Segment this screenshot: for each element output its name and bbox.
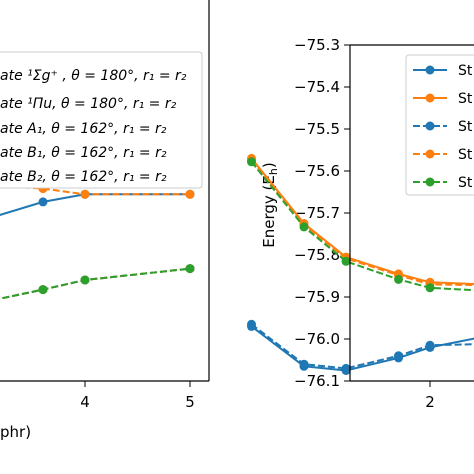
left-series-line-3 — [0, 267, 191, 300]
right-series-4-point-1 — [299, 222, 309, 232]
left-series-4-point-4 — [185, 264, 195, 274]
left-series-4-point-2 — [38, 285, 48, 295]
right-legend: St St St St St — [405, 54, 474, 196]
right-legend-entry-4: St — [458, 175, 473, 191]
right-y-tick-label-2: −75.5 — [294, 120, 340, 138]
right-series-line-1 — [250, 323, 474, 370]
right-legend-handle-marker-0 — [425, 65, 435, 75]
right-series-1-point-0 — [247, 319, 256, 329]
left-series-1-point-4 — [185, 189, 195, 199]
right-x-ticks: 2 — [425, 381, 435, 411]
left-series-4-point-3 — [80, 275, 90, 285]
left-panel: 4 5 phr) ate ¹Σg⁺ , θ = 180°, r₁ = r₂ at… — [0, 0, 210, 441]
left-legend-entry-3: ate B₁, θ = 162°, r₁ = r₂ — [0, 145, 167, 161]
right-y-tick-label-5: −75.8 — [294, 246, 340, 264]
right-legend-entry-2: St — [458, 119, 473, 135]
right-y-axis-label-close: ) — [260, 162, 278, 168]
right-series-4-point-2 — [341, 256, 351, 266]
right-legend-handle-marker-1 — [425, 93, 435, 103]
right-y-tick-label-0: −75.3 — [294, 36, 340, 54]
right-y-axis-label-main: Energy (E — [260, 175, 278, 248]
right-y-ticks: −75.3 −75.4 −75.5 −75.6 −75.7 −75.8 −75.9 −76.0… — [294, 36, 350, 390]
left-series-line-2 — [0, 267, 191, 300]
right-legend-handle-marker-2 — [425, 121, 435, 131]
left-legend-entry-0: ate ¹Σg⁺ , θ = 180°, r₁ = r₂ — [0, 68, 187, 84]
left-series-line-4 — [0, 267, 191, 300]
right-y-tick-label-8: −76.1 — [294, 372, 340, 390]
left-legend-entry-4: ate B₂, θ = 162°, r₁ = r₂ — [0, 169, 167, 185]
right-y-axis-label-sub: h — [267, 168, 280, 175]
left-series-line-0 — [0, 193, 190, 216]
right-legend-entry-3: St — [458, 147, 473, 163]
right-y-tick-label-3: −75.6 — [294, 162, 340, 180]
right-panel: Energy (Eh) −75.3−75.4−75.5−75.6−75.7−75… — [247, 36, 474, 411]
left-legend-box — [0, 51, 203, 189]
right-series-1-point-1 — [299, 359, 309, 369]
left-legend: ate ¹Σg⁺ , θ = 180°, r₁ = r₂ ate ¹Πu, θ … — [0, 51, 203, 189]
left-series-1-point-3 — [80, 189, 90, 199]
right-y-tick-label-6: −75.9 — [294, 288, 340, 306]
right-y-tick-label-1: −75.4 — [294, 78, 340, 96]
right-x-tick-label-0: 2 — [425, 393, 435, 411]
right-series-1-point-2 — [341, 363, 351, 373]
left-x-tick-label-0: 4 — [80, 393, 90, 411]
right-legend-box — [405, 54, 474, 196]
right-legend-handles — [413, 65, 447, 187]
right-series-1-point-4 — [425, 340, 435, 350]
left-legend-entry-1: ate ¹Πu, θ = 180°, r₁ = r₂ — [0, 96, 177, 112]
right-series-group — [247, 153, 474, 375]
right-legend-entry-0: St — [458, 63, 473, 79]
left-x-axis-label: phr) — [0, 423, 31, 441]
left-x-tick-label-1: 5 — [185, 393, 195, 411]
left-series-0-point-2 — [38, 197, 48, 207]
right-series-4-point-4 — [425, 283, 435, 293]
right-legend-entry-1: St — [458, 91, 473, 107]
right-series-4-point-3 — [394, 274, 403, 284]
right-y-tick-label-4: −75.7 — [294, 204, 340, 222]
right-y-axis-label: Energy (Eh) — [260, 162, 280, 247]
right-y-tick-label-7: −76.0 — [294, 330, 340, 348]
right-legend-handle-marker-4 — [425, 177, 435, 187]
right-series-1-point-3 — [394, 351, 403, 361]
right-legend-handle-marker-3 — [425, 149, 435, 159]
left-legend-entry-2: ate A₁, θ = 162°, r₁ = r₂ — [0, 121, 167, 137]
left-series-group — [0, 184, 195, 300]
right-series-4-point-0 — [247, 157, 256, 167]
